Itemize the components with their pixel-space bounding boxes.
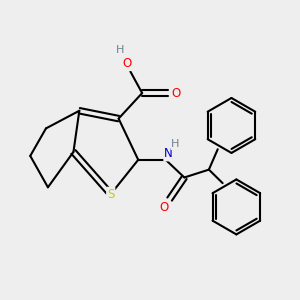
Text: S: S xyxy=(107,188,114,201)
Text: N: N xyxy=(164,147,173,161)
Text: O: O xyxy=(172,87,181,100)
Text: O: O xyxy=(159,201,168,214)
Text: H: H xyxy=(171,139,180,149)
Text: O: O xyxy=(123,57,132,70)
Text: H: H xyxy=(116,45,125,55)
